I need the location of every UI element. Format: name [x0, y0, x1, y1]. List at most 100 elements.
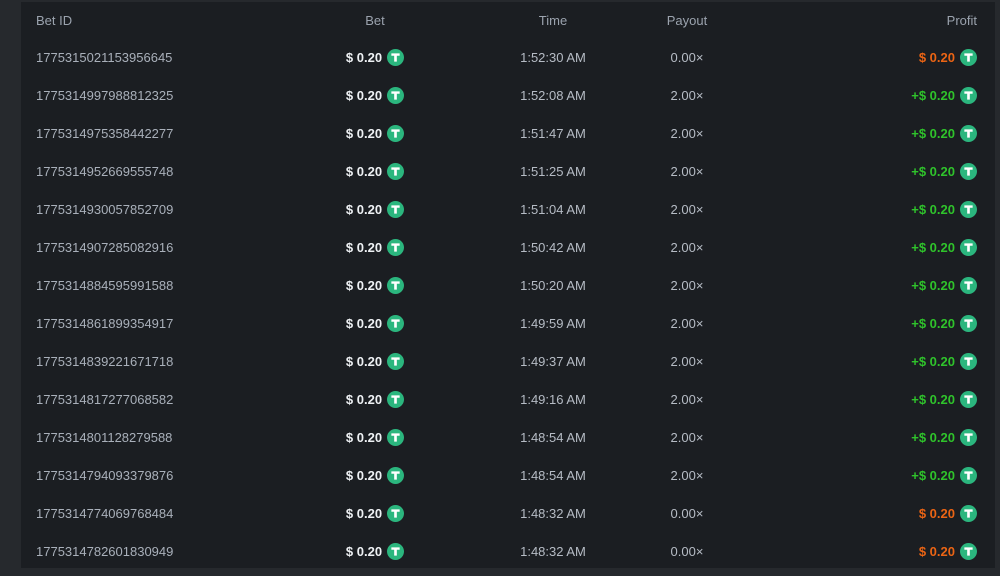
- table-row[interactable]: 1775314930057852709 $ 0.20 1:51:04 AM 2.…: [21, 190, 995, 228]
- bet-amount: $ 0.20: [345, 429, 383, 445]
- bet-amount: $ 0.20: [345, 277, 383, 293]
- tether-icon: [960, 162, 977, 180]
- bet-amount-cell: $ 0.20: [261, 390, 489, 408]
- payout-cell: 2.00×: [670, 277, 704, 293]
- bet-id-cell[interactable]: 1775314952669555748: [36, 163, 174, 179]
- profit-cell: +$ 0.20: [757, 428, 995, 446]
- profit-amount: +$ 0.20: [911, 239, 955, 255]
- payout-cell: 0.00×: [670, 543, 704, 559]
- bet-amount: $ 0.20: [345, 163, 383, 179]
- tether-icon: [387, 352, 405, 370]
- table-row[interactable]: 1775314794093379876 $ 0.20 1:48:54 AM 2.…: [21, 456, 995, 494]
- profit-cell: +$ 0.20: [757, 162, 995, 180]
- bet-amount: $ 0.20: [345, 543, 383, 559]
- payout-cell: 2.00×: [670, 201, 704, 217]
- bet-id-cell[interactable]: 1775314884595991588: [36, 277, 174, 293]
- table-row[interactable]: 1775314774069768484 $ 0.20 1:48:32 AM 0.…: [21, 494, 995, 532]
- tether-icon: [387, 238, 405, 256]
- time-cell: 1:48:54 AM: [520, 467, 586, 483]
- profit-cell: +$ 0.20: [757, 314, 995, 332]
- payout-cell: 2.00×: [670, 125, 704, 141]
- table-row[interactable]: 1775314907285082916 $ 0.20 1:50:42 AM 2.…: [21, 228, 995, 266]
- tether-icon: [960, 314, 977, 332]
- payout-cell: 0.00×: [670, 49, 704, 65]
- profit-amount: +$ 0.20: [911, 201, 955, 217]
- bet-amount-cell: $ 0.20: [261, 352, 489, 370]
- profit-amount: $ 0.20: [918, 505, 955, 521]
- table-row[interactable]: 1775315021153956645 $ 0.20 1:52:30 AM 0.…: [21, 38, 995, 76]
- tether-icon: [387, 162, 405, 180]
- column-header-payout: Payout: [666, 12, 708, 28]
- bet-id-cell[interactable]: 1775314907285082916: [36, 239, 174, 255]
- time-cell: 1:48:32 AM: [520, 505, 586, 521]
- payout-cell: 2.00×: [670, 87, 704, 103]
- tether-icon: [960, 352, 977, 370]
- bet-id-cell[interactable]: 1775314930057852709: [36, 201, 174, 217]
- bet-amount-cell: $ 0.20: [261, 162, 489, 180]
- tether-icon: [387, 86, 405, 104]
- profit-amount: +$ 0.20: [911, 391, 955, 407]
- bet-amount: $ 0.20: [345, 49, 383, 65]
- tether-icon: [960, 238, 977, 256]
- profit-cell: +$ 0.20: [757, 276, 995, 294]
- profit-amount: +$ 0.20: [911, 163, 955, 179]
- payout-cell: 2.00×: [670, 391, 704, 407]
- table-row[interactable]: 1775314839221671718 $ 0.20 1:49:37 AM 2.…: [21, 342, 995, 380]
- payout-cell: 2.00×: [670, 467, 704, 483]
- tether-icon: [960, 86, 977, 104]
- payout-cell: 2.00×: [670, 353, 704, 369]
- payout-cell: 2.00×: [670, 163, 704, 179]
- time-cell: 1:48:32 AM: [520, 543, 586, 559]
- bet-id-cell[interactable]: 1775314774069768484: [36, 505, 174, 521]
- bet-history-table: Bet ID Bet Time Payout Profit 1775315021…: [21, 2, 995, 568]
- table-row[interactable]: 1775314997988812325 $ 0.20 1:52:08 AM 2.…: [21, 76, 995, 114]
- bet-amount: $ 0.20: [345, 87, 383, 103]
- bet-id-cell[interactable]: 1775314839221671718: [36, 353, 174, 369]
- tether-icon: [387, 200, 405, 218]
- table-row[interactable]: 1775314952669555748 $ 0.20 1:51:25 AM 2.…: [21, 152, 995, 190]
- tether-icon: [960, 276, 977, 294]
- profit-cell: +$ 0.20: [757, 238, 995, 256]
- tether-icon: [387, 276, 405, 294]
- bet-id-cell[interactable]: 1775314801128279588: [36, 429, 173, 445]
- time-cell: 1:49:16 AM: [520, 391, 586, 407]
- bet-id-cell[interactable]: 1775314782601830949: [36, 543, 174, 559]
- profit-amount: +$ 0.20: [911, 353, 955, 369]
- tether-icon: [387, 390, 405, 408]
- profit-cell: +$ 0.20: [757, 466, 995, 484]
- tether-icon: [387, 124, 405, 142]
- bet-amount-cell: $ 0.20: [261, 238, 489, 256]
- bet-amount-cell: $ 0.20: [261, 504, 489, 522]
- table-row[interactable]: 1775314801128279588 $ 0.20 1:48:54 AM 2.…: [21, 418, 995, 456]
- bet-amount: $ 0.20: [345, 467, 383, 483]
- profit-cell: +$ 0.20: [757, 352, 995, 370]
- time-cell: 1:51:04 AM: [520, 201, 586, 217]
- table-row[interactable]: 1775314782601830949 $ 0.20 1:48:32 AM 0.…: [21, 532, 995, 568]
- table-row[interactable]: 1775314861899354917 $ 0.20 1:49:59 AM 2.…: [21, 304, 995, 342]
- bet-id-cell[interactable]: 1775314861899354917: [36, 315, 174, 331]
- time-cell: 1:51:25 AM: [520, 163, 586, 179]
- bet-id-cell[interactable]: 1775314817277068582: [36, 391, 174, 407]
- bet-id-cell[interactable]: 1775315021153956645: [36, 49, 173, 65]
- bet-amount: $ 0.20: [345, 391, 383, 407]
- bet-id-cell[interactable]: 1775314975358442277: [36, 125, 174, 141]
- tether-icon: [960, 200, 977, 218]
- payout-cell: 2.00×: [670, 239, 704, 255]
- bet-amount-cell: $ 0.20: [261, 276, 489, 294]
- time-cell: 1:48:54 AM: [520, 429, 586, 445]
- time-cell: 1:52:30 AM: [520, 49, 586, 65]
- table-header-row: Bet ID Bet Time Payout Profit: [21, 2, 995, 38]
- bet-id-cell[interactable]: 1775314794093379876: [36, 467, 174, 483]
- payout-cell: 0.00×: [670, 505, 704, 521]
- table-row[interactable]: 1775314817277068582 $ 0.20 1:49:16 AM 2.…: [21, 380, 995, 418]
- table-row[interactable]: 1775314884595991588 $ 0.20 1:50:20 AM 2.…: [21, 266, 995, 304]
- profit-amount: +$ 0.20: [911, 125, 955, 141]
- table-row[interactable]: 1775314975358442277 $ 0.20 1:51:47 AM 2.…: [21, 114, 995, 152]
- column-header-bet: Bet: [365, 12, 385, 28]
- profit-amount: +$ 0.20: [911, 315, 955, 331]
- bet-id-cell[interactable]: 1775314997988812325: [36, 87, 174, 103]
- bet-amount: $ 0.20: [345, 315, 383, 331]
- time-cell: 1:49:37 AM: [520, 353, 586, 369]
- profit-cell: $ 0.20: [757, 504, 995, 522]
- bet-amount-cell: $ 0.20: [261, 124, 489, 142]
